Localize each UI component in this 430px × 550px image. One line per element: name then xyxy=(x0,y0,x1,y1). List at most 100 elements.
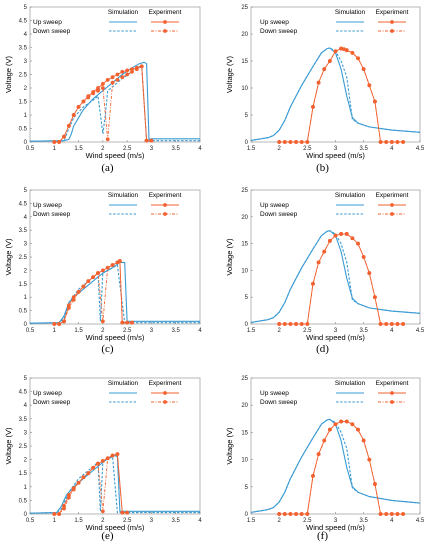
y-axis-label: Voltage (V) xyxy=(225,238,234,276)
experiment-up-sweep-point xyxy=(130,67,134,71)
x-tick-label: 0.5 xyxy=(26,146,35,152)
experiment-down-sweep-point xyxy=(120,510,125,515)
y-axis-label: Voltage (V) xyxy=(4,427,13,465)
experiment-down-sweep-point xyxy=(344,419,349,424)
y-tick-label: 1.5 xyxy=(19,100,28,106)
experiment-down-sweep-point xyxy=(125,320,130,325)
legend-experiment-marker xyxy=(390,29,394,33)
experiment-down-sweep-point xyxy=(81,99,86,104)
y-tick-label: 1 xyxy=(24,295,28,301)
experiment-down-sweep-point xyxy=(282,512,287,516)
y-tick-label: 0 xyxy=(24,322,28,328)
x-axis-label: Wind speed (m/s) xyxy=(86,523,145,532)
experiment-down-sweep-point xyxy=(76,105,81,109)
experiment-down-sweep-point xyxy=(120,75,125,80)
experiment-down-sweep-point xyxy=(305,140,310,144)
y-tick-label: 0 xyxy=(24,140,28,146)
experiment-down-sweep-point xyxy=(373,295,377,300)
experiment-up-sweep-point xyxy=(100,268,105,273)
experiment-down-sweep-point xyxy=(62,319,66,324)
experiment-down-sweep-point xyxy=(115,78,120,82)
legend-header-simulation: Simulation xyxy=(108,9,139,16)
panel-label-d: (d) xyxy=(316,343,329,355)
experiment-down-sweep-point xyxy=(57,322,62,326)
y-tick-label: 3.5 xyxy=(19,228,28,234)
simulation-down-sweep-line xyxy=(29,63,200,142)
chart-panel-f: 1.5 2 2.5 3 3.5 4 4.5 0 5 10 15 20 25 Wind speed (m/s… xyxy=(225,376,425,532)
experiment-down-sweep-point xyxy=(389,512,394,516)
y-tick-label: 25 xyxy=(241,5,248,11)
experiment-down-sweep-point xyxy=(367,271,372,275)
experiment-down-sweep-point xyxy=(316,80,321,85)
legend-row-label: Up sweep xyxy=(260,202,289,209)
experiment-down-sweep-point xyxy=(311,105,315,109)
experiment-down-sweep-point xyxy=(130,320,134,325)
experiment-down-sweep-point xyxy=(105,456,110,461)
experiment-down-sweep-point xyxy=(52,140,57,144)
y-tick-label: 5 xyxy=(245,485,249,491)
legend-row-label: Up sweep xyxy=(33,19,62,26)
legend-header-simulation: Simulation xyxy=(108,380,139,387)
x-tick-label: 0.5 xyxy=(26,328,35,334)
experiment-down-sweep-point xyxy=(134,67,139,71)
experiment-down-sweep-point xyxy=(91,275,96,279)
experiment-down-sweep-point xyxy=(110,453,115,458)
y-tick-label: 20 xyxy=(241,403,248,409)
experiment-down-sweep-point xyxy=(110,263,115,267)
y-tick-label: 20 xyxy=(241,215,248,221)
x-tick-label: 4 xyxy=(198,328,202,334)
x-tick-label: 3 xyxy=(334,518,338,524)
experiment-down-sweep-point xyxy=(316,452,321,457)
y-tick-label: 4 xyxy=(24,215,28,221)
experiment-up-sweep-point xyxy=(120,69,125,74)
y-tick-label: 25 xyxy=(241,376,248,382)
panel-label-b: (b) xyxy=(316,162,329,174)
experiment-down-sweep-point xyxy=(356,427,360,432)
x-tick-label: 3 xyxy=(150,146,154,152)
y-tick-label: 4 xyxy=(24,403,28,409)
x-axis-label: Wind speed (m/s) xyxy=(306,333,365,342)
y-tick-label: 25 xyxy=(241,188,248,194)
x-tick-label: 4.5 xyxy=(416,518,425,524)
x-tick-label: 4.5 xyxy=(416,328,425,334)
panel-label-e: (e) xyxy=(101,530,114,542)
y-tick-label: 15 xyxy=(241,430,248,436)
experiment-down-sweep-point xyxy=(339,419,344,424)
simulation-up-sweep-line xyxy=(29,61,200,142)
experiment-down-sweep-point xyxy=(130,69,134,74)
experiment-down-sweep-point xyxy=(322,67,327,71)
experiment-down-sweep-point xyxy=(282,322,287,326)
experiment-down-sweep-point xyxy=(384,322,389,326)
experiment-down-sweep-point xyxy=(299,512,304,516)
x-tick-label: 1.5 xyxy=(247,518,256,524)
experiment-down-sweep-point xyxy=(401,512,405,516)
x-tick-label: 4 xyxy=(390,146,394,152)
experiment-up-sweep-point xyxy=(100,82,105,86)
y-axis-label: Voltage (V) xyxy=(225,427,234,465)
experiment-down-sweep-point xyxy=(125,510,130,515)
x-tick-label: 3.5 xyxy=(172,328,181,334)
experiment-up-sweep-point xyxy=(110,75,115,80)
x-tick-label: 1.5 xyxy=(247,328,256,334)
x-tick-label: 2.5 xyxy=(303,146,312,152)
x-tick-label: 1.5 xyxy=(74,146,83,152)
panel-label-a: (a) xyxy=(101,162,114,174)
x-tick-label: 1.5 xyxy=(74,518,83,524)
x-tick-label: 4 xyxy=(198,518,202,524)
legend-row-label: Down sweep xyxy=(260,211,298,218)
x-tick-label: 2 xyxy=(101,146,105,152)
experiment-down-sweep-point xyxy=(327,59,332,63)
experiment-down-sweep-point xyxy=(395,512,400,516)
experiment-down-sweep-point xyxy=(62,506,66,511)
simulation-down-sweep-line xyxy=(29,456,200,514)
y-tick-label: 5 xyxy=(245,295,249,301)
y-tick-label: 10 xyxy=(241,458,248,464)
experiment-down-sweep-point xyxy=(71,297,76,302)
experiment-down-sweep-point xyxy=(57,512,62,516)
experiment-down-sweep-point xyxy=(344,48,349,53)
experiment-down-sweep-point xyxy=(333,49,338,54)
x-tick-label: 3 xyxy=(150,518,154,524)
legend-header-experiment: Experiment xyxy=(149,9,182,16)
x-tick-label: 1 xyxy=(53,328,57,334)
experiment-down-sweep-point xyxy=(361,255,366,259)
